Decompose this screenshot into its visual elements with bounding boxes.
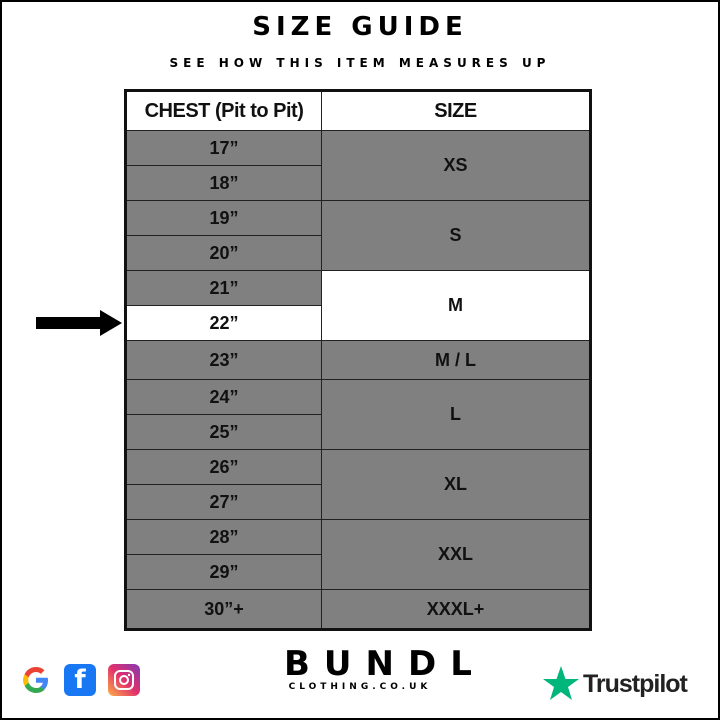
table-row: 24” L <box>125 379 591 450</box>
chest-cell: 27” <box>125 484 322 520</box>
table-row: 22” <box>125 305 591 341</box>
size-cell: L <box>321 379 591 450</box>
chest-cell: 30”+ <box>125 589 322 630</box>
social-icons: f <box>20 664 140 696</box>
chest-cell: 25” <box>125 414 322 450</box>
chest-cell: 24” <box>125 379 322 415</box>
table-row: 21” M <box>125 270 591 341</box>
table-row: 29” <box>125 554 591 590</box>
size-cell: XXL <box>321 519 591 590</box>
table-row: 25” <box>125 414 591 450</box>
brand-subtitle: CLOTHING.CO.UK <box>288 682 432 692</box>
page-title: SIZE GUIDE <box>252 12 468 42</box>
table-row: 30”+ XXXL+ <box>125 589 591 630</box>
size-cell: M / L <box>321 340 591 380</box>
brand-name: BUNDL <box>284 644 486 684</box>
chest-cell: 29” <box>125 554 322 590</box>
chest-cell: 21” <box>125 270 322 306</box>
table-row: 19” S <box>125 200 591 271</box>
trustpilot-star-icon <box>543 666 579 700</box>
arrow-right-icon <box>36 310 122 336</box>
size-cell: XL <box>321 449 591 520</box>
chest-cell-highlighted: 22” <box>125 305 322 341</box>
trustpilot-label: Trustpilot <box>583 669 688 698</box>
table-row: 20” <box>125 235 591 271</box>
page-subtitle: SEE HOW THIS ITEM MEASURES UP <box>169 56 551 70</box>
size-table: CHEST (Pit to Pit) SIZE 17” XS 18” 19” S 2… <box>124 89 592 631</box>
table-row: 26” XL <box>125 449 591 520</box>
instagram-icon[interactable] <box>108 664 140 696</box>
chest-cell: 17” <box>125 130 322 166</box>
google-icon[interactable] <box>20 664 52 696</box>
table-row: 27” <box>125 484 591 520</box>
table-row: 23” M / L <box>125 340 591 380</box>
table-row: 17” XS <box>125 130 591 201</box>
size-cell: XS <box>321 130 591 201</box>
chest-cell: 19” <box>125 200 322 236</box>
table-row: 28” XXL <box>125 519 591 590</box>
facebook-icon[interactable]: f <box>64 664 96 696</box>
chest-cell: 20” <box>125 235 322 271</box>
header-chest: CHEST (Pit to Pit) <box>125 90 322 131</box>
size-cell-highlighted: M <box>321 270 591 341</box>
size-cell: S <box>321 200 591 271</box>
header-row: CHEST (Pit to Pit) SIZE <box>125 90 591 131</box>
chest-cell: 28” <box>125 519 322 555</box>
trustpilot-logo[interactable]: Trustpilot <box>541 664 688 704</box>
brand-logo: BUNDL CLOTHING.CO.UK <box>270 644 486 692</box>
chest-cell: 18” <box>125 165 322 201</box>
header-size: SIZE <box>321 90 591 131</box>
chest-cell: 23” <box>125 340 322 380</box>
size-cell: XXXL+ <box>321 589 591 630</box>
chest-cell: 26” <box>125 449 322 485</box>
